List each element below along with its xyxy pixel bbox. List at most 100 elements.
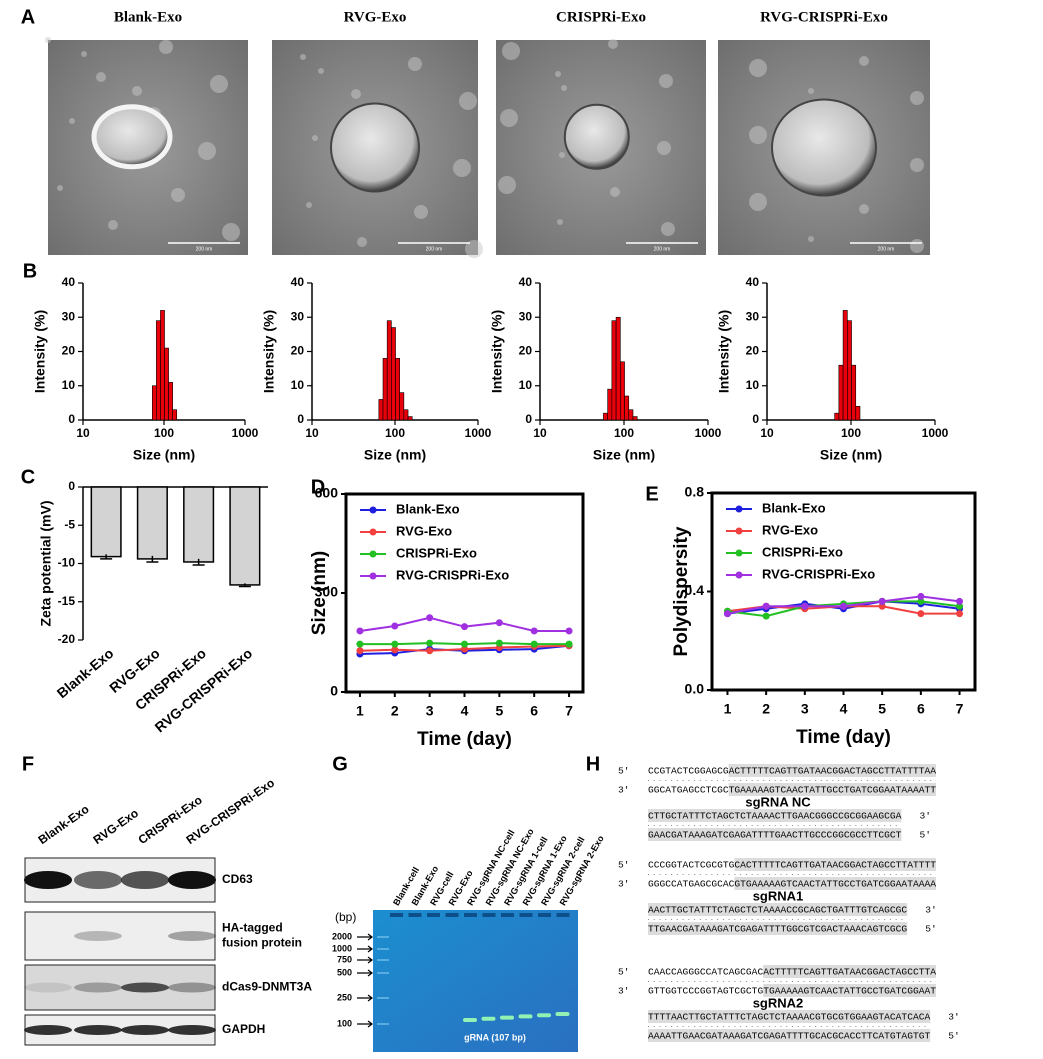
particle — [910, 158, 924, 172]
panel-label: C — [21, 466, 35, 488]
histogram-bar — [168, 382, 173, 421]
prime-label: 3′ — [618, 785, 630, 796]
particle — [659, 74, 673, 88]
particle — [159, 40, 173, 54]
y-tick-label: 0 — [68, 412, 75, 426]
x-tick-label: 1 — [724, 701, 732, 717]
gel-band — [463, 1018, 477, 1022]
panel-label: F — [22, 753, 34, 775]
blot — [24, 911, 216, 961]
y-axis-label: Zeta potential (mV) — [38, 500, 54, 626]
legend-label: RVG-CRISPRi-Exo — [396, 567, 509, 582]
y-tick-label: -5 — [64, 517, 75, 531]
prime-label: 5′ — [925, 924, 937, 935]
highlight — [763, 984, 936, 997]
marker-arrow — [357, 945, 373, 953]
sequence: TTGAACGATAAAGATCGAGATTTTGGCGTCGACTAAACAG… — [648, 924, 907, 935]
histogram-bar — [382, 358, 388, 421]
x-tick-label: 10 — [76, 426, 90, 440]
marker-arrow — [357, 956, 373, 964]
gel-band — [518, 1014, 533, 1019]
particle — [318, 68, 324, 74]
x-tick-label: 2 — [391, 703, 399, 719]
x-tick-label: 4 — [840, 701, 848, 717]
particle — [96, 72, 106, 82]
y-tick-label: 0.4 — [685, 582, 705, 598]
particle — [198, 142, 216, 160]
x-tick-label: 10 — [760, 426, 774, 440]
y-tick-label: 30 — [291, 309, 305, 323]
particle — [222, 223, 240, 241]
sequence: AACTTGCTATTTCTAGCTCTAAAACCGCAGCTGATTTGTC… — [648, 905, 907, 916]
legend-marker — [735, 505, 743, 513]
marker — [356, 627, 364, 635]
marker — [356, 647, 364, 655]
marker — [878, 597, 886, 605]
y-tick-label: 10 — [746, 378, 760, 392]
marker — [391, 646, 399, 654]
ladder-band — [377, 936, 389, 938]
bar — [136, 486, 168, 560]
marker — [917, 610, 925, 618]
histogram-bar — [611, 320, 617, 421]
band-label: gRNA (107 bp) — [464, 1032, 526, 1042]
y-tick-label: 0.0 — [685, 681, 705, 697]
blot-band — [74, 982, 122, 993]
x-tick-label: 7 — [956, 701, 964, 717]
y-tick-label: 10 — [62, 378, 76, 392]
particle — [557, 219, 563, 225]
ladder-band — [377, 997, 389, 999]
highlight — [648, 809, 902, 822]
marker-label: 100 — [337, 1018, 352, 1028]
blot-band — [74, 1025, 122, 1035]
blot-band — [24, 982, 72, 993]
y-axis-label: Intensity (%) — [261, 310, 277, 393]
legend-marker — [369, 550, 377, 558]
x-tick-label: 10 — [533, 426, 547, 440]
prime-label: 5′ — [618, 860, 630, 871]
marker — [801, 602, 809, 610]
scale-bar-label: 200 nm — [654, 246, 671, 252]
x-tick-label: 100 — [614, 426, 634, 440]
lane-label: RVG-Exo — [91, 806, 141, 847]
image-title: CRISPRi-Exo — [556, 9, 646, 25]
legend-label: RVG-Exo — [762, 522, 818, 537]
x-tick-label: 3 — [801, 701, 809, 717]
marker-arrow — [357, 933, 373, 941]
exosome — [563, 103, 630, 170]
highlight — [648, 903, 908, 916]
marker — [878, 602, 886, 610]
highlight — [648, 922, 908, 935]
gel-band — [481, 1016, 496, 1021]
histogram-bar — [156, 320, 161, 421]
y-tick-label: 0 — [330, 683, 338, 699]
legend-marker — [735, 527, 743, 535]
sequence: CAACCAGGGCCATCAGCGACACTTTTTCAGTTGATAACGG… — [648, 967, 936, 978]
sequence: GGCATGAGCCTCGCTGAAAAAGTCAACTATTGCCTGATCG… — [648, 785, 936, 796]
particle — [610, 187, 620, 197]
highlight — [734, 877, 936, 890]
x-tick-label: 100 — [385, 426, 405, 440]
marker — [391, 640, 399, 648]
y-tick-label: 20 — [62, 344, 76, 358]
blot-band — [24, 871, 72, 889]
particle — [306, 202, 312, 208]
exosome — [91, 104, 173, 170]
particle — [57, 185, 63, 191]
sequence: GGGCCATGAGCGCACGTGAAAAAGTCAACTATTGCCTGAT… — [648, 879, 936, 890]
scale-bar-label: 200 nm — [196, 246, 213, 252]
blot-band — [121, 871, 169, 889]
lane-label: Blank-Exo — [36, 802, 92, 847]
error-bar — [192, 558, 205, 566]
well — [390, 913, 403, 917]
blot-band — [121, 982, 169, 993]
x-axis-label: Time (day) — [417, 729, 512, 750]
particle — [808, 88, 814, 94]
marker — [461, 640, 468, 648]
marker — [956, 602, 964, 610]
histogram-bar — [395, 358, 400, 421]
error-bar — [238, 583, 251, 588]
histogram-bar — [151, 385, 157, 421]
marker-label: 2000 — [332, 931, 352, 941]
marker-label: 1000 — [332, 943, 352, 953]
